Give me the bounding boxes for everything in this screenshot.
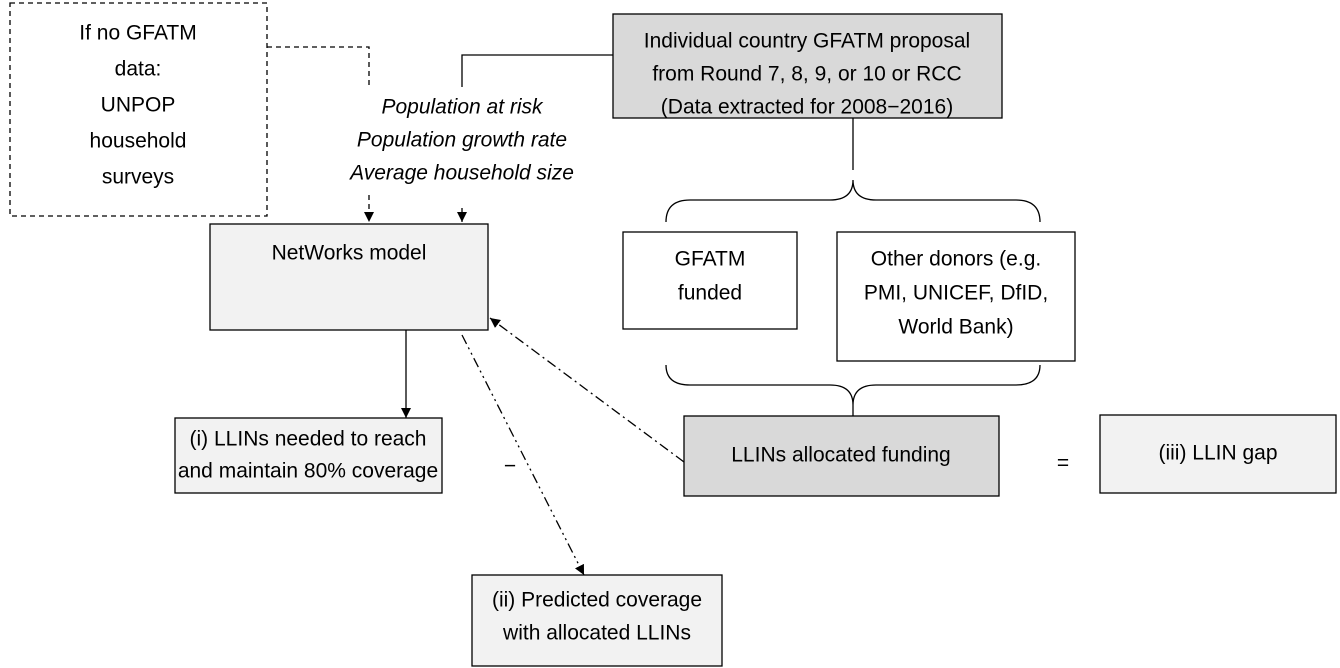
box	[622, 231, 798, 330]
node-label: Population growth rate	[357, 129, 567, 152]
dashdot-arrow	[489, 317, 685, 463]
dashed-link	[267, 46, 370, 86]
labels: If no GFATM data: UNPOP household surveys Pop…	[79, 22, 1277, 645]
node-label: PMI, UNICEF, DfID,	[864, 282, 1048, 305]
node-label: and maintain 80% coverage	[178, 460, 438, 483]
node-label: with allocated LLINs	[502, 622, 691, 645]
box	[612, 13, 1003, 119]
brace	[665, 179, 1041, 223]
box	[174, 417, 443, 494]
node-label: =	[1057, 452, 1069, 475]
node-label: (ii) Predicted coverage	[492, 589, 702, 612]
node-label: −	[504, 455, 516, 478]
box	[209, 223, 489, 331]
node-label: (i) LLINs needed to reach	[190, 428, 427, 451]
box	[471, 574, 723, 667]
connectors	[267, 46, 1041, 576]
node-label: NetWorks model	[272, 242, 427, 265]
node-label: Population at risk	[381, 96, 544, 119]
node-label: (iii) LLIN gap	[1158, 442, 1277, 465]
link	[461, 54, 613, 87]
box	[683, 415, 1000, 497]
node-label: UNPOP	[101, 94, 176, 117]
box	[836, 231, 1076, 362]
node-label: Average household size	[348, 162, 574, 185]
node-label: If no GFATM	[79, 22, 196, 45]
node-label: Other donors (e.g.	[871, 248, 1041, 271]
node-label: data:	[115, 58, 162, 81]
node-label: LLINs allocated funding	[731, 444, 951, 467]
brace	[665, 364, 1041, 406]
node-label: funded	[678, 282, 742, 305]
node-label: World Bank)	[898, 316, 1013, 339]
node-label: from Round 7, 8, 9, or 10 or RCC	[652, 63, 961, 86]
node-label: surveys	[102, 166, 174, 189]
box	[1099, 414, 1337, 494]
node-label: Individual country GFATM proposal	[644, 30, 970, 53]
dashdot-arrow	[461, 334, 585, 576]
node-label: GFATM	[675, 248, 746, 271]
box	[9, 2, 268, 217]
node-label: household	[90, 130, 187, 153]
node-label: (Data extracted for 2008−2016)	[661, 96, 953, 119]
boxes	[9, 2, 1337, 667]
